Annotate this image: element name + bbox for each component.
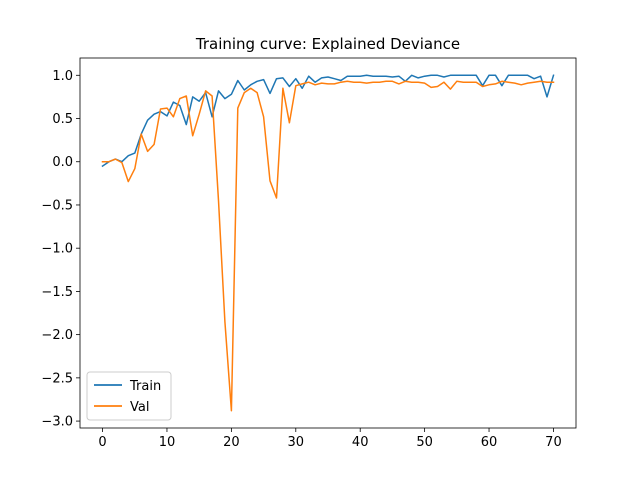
y-tick-label: 1.0 (52, 69, 73, 84)
y-tick-label: −0.5 (41, 198, 73, 213)
legend-frame (86, 371, 172, 421)
x-tick-label: 10 (159, 435, 176, 450)
axes-frame (79, 57, 577, 429)
legend-label-train: Train (129, 379, 161, 394)
x-tick-label: 0 (98, 435, 106, 450)
chart-title: Training curve: Explained Deviance (195, 35, 460, 53)
series-line-val (101, 80, 555, 412)
plot-area: 0 10 20 30 40 50 60 70 1.0 0.5 0.0 −0.5 −1.0 −1.5 −2.0… (41, 57, 577, 450)
y-tick-label: −3.0 (41, 415, 73, 430)
y-tick-label: −1.0 (41, 242, 73, 257)
y-tick-label: −2.0 (41, 328, 73, 343)
legend-label-val: Val (130, 400, 149, 415)
legend: Train Val (86, 371, 172, 421)
x-tick-label: 30 (288, 435, 305, 450)
y-tick-label: 0.0 (52, 155, 73, 170)
x-tick-label: 50 (416, 435, 433, 450)
x-tick-label: 20 (223, 435, 240, 450)
y-tick-label: 0.5 (52, 112, 73, 127)
x-tick-label: 60 (481, 435, 498, 450)
y-tick-label: −1.5 (41, 285, 73, 300)
x-tick-label: 40 (352, 435, 369, 450)
x-tick-label: 70 (545, 435, 562, 450)
y-tick-label: −2.5 (41, 371, 73, 386)
